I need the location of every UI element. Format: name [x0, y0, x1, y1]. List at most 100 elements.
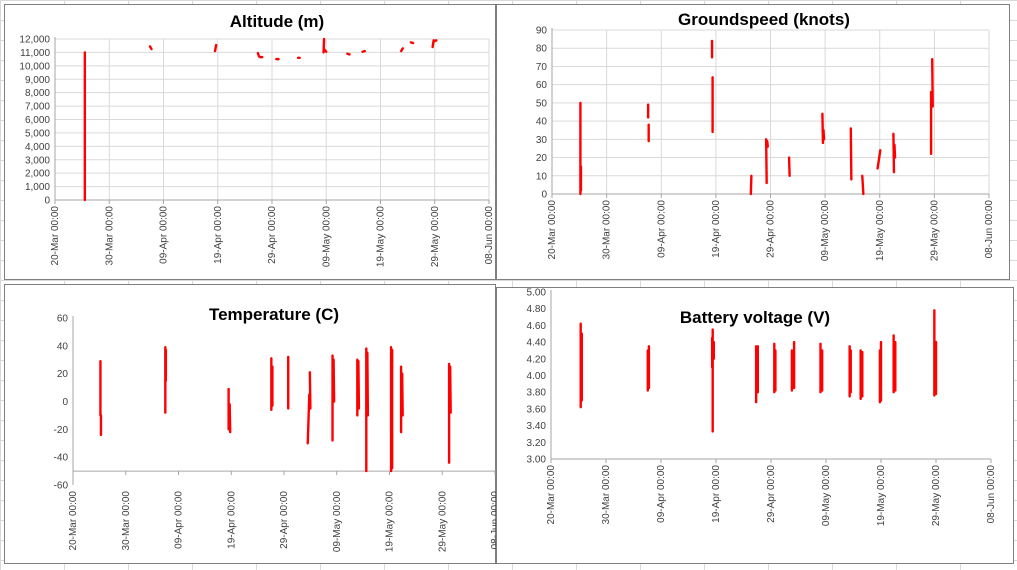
y-tick-label: 80	[536, 44, 548, 55]
x-tick-label: 19-May 00:00	[385, 491, 396, 553]
x-tick-label: 19-May 00:00	[875, 200, 886, 262]
data-segment	[213, 43, 218, 53]
y-tick-label: 4.40	[527, 338, 547, 349]
y-tick-label: 60	[57, 314, 69, 325]
x-tick-label: 09-Apr 00:00	[159, 206, 170, 264]
x-tick-label: 30-Mar 00:00	[121, 491, 132, 551]
x-tick-label: 30-Mar 00:00	[601, 465, 612, 525]
y-tick-label: 30	[536, 135, 548, 146]
x-tick-label: 29-Apr 00:00	[766, 465, 777, 523]
x-tick-label: 08-Jun 00:00	[986, 465, 997, 524]
data-segment	[861, 174, 865, 196]
y-tick-label: -40	[54, 453, 69, 464]
data-segment	[764, 138, 768, 185]
data-segment	[346, 52, 351, 56]
x-tick-label: 20-Mar 00:00	[50, 206, 61, 266]
y-tick-label: 8,000	[25, 88, 50, 99]
y-tick-label: 4,000	[25, 142, 50, 153]
chart-title: Altitude (m)	[230, 12, 324, 31]
data-segment	[399, 47, 404, 53]
x-tick-label: 29-Apr 00:00	[267, 206, 278, 264]
chart-title: Battery voltage (V)	[680, 308, 830, 327]
y-tick-label: 1,000	[25, 182, 50, 193]
x-tick-label: 20-Mar 00:00	[68, 491, 79, 551]
x-tick-label: 30-Mar 00:00	[602, 200, 613, 260]
data-segment	[366, 351, 370, 417]
data-segment	[876, 149, 882, 170]
y-tick-label: 10,000	[19, 61, 50, 72]
data-segment	[787, 156, 791, 177]
y-tick-label: 90	[536, 26, 548, 37]
y-tick-label: 3.20	[527, 438, 547, 449]
data-segment	[431, 39, 435, 49]
data-segment	[409, 41, 415, 45]
y-tick-label: 20	[57, 369, 69, 380]
y-tick-label: 4.80	[527, 304, 547, 315]
y-tick-label: 70	[536, 62, 548, 73]
data-segment	[849, 127, 853, 181]
x-tick-label: 29-May 00:00	[430, 206, 441, 268]
x-tick-label: 29-May 00:00	[931, 465, 942, 527]
y-tick-label: 9,000	[25, 75, 50, 86]
y-tick-label: 4.60	[527, 321, 547, 332]
x-tick-label: 29-May 00:00	[437, 491, 448, 553]
x-tick-label: 29-Apr 00:00	[279, 491, 290, 549]
y-tick-label: 20	[536, 153, 548, 164]
data-segment	[361, 49, 366, 53]
x-tick-label: 09-Apr 00:00	[656, 200, 667, 258]
y-tick-label: 10	[536, 171, 548, 182]
y-tick-label: 11,000	[20, 48, 50, 59]
data-segment	[930, 57, 934, 108]
x-tick-label: 19-Apr 00:00	[213, 206, 224, 264]
x-tick-label: 29-Apr 00:00	[766, 200, 777, 258]
y-tick-label: 4.20	[527, 354, 547, 365]
y-tick-label: -20	[54, 425, 69, 436]
data-segment	[332, 358, 336, 403]
data-segment	[323, 48, 328, 53]
y-tick-label: 60	[536, 80, 548, 91]
x-tick-label: 29-May 00:00	[929, 200, 940, 262]
x-tick-label: 09-Apr 00:00	[174, 491, 185, 549]
x-tick-label: 19-May 00:00	[876, 465, 887, 527]
data-segment	[766, 139, 769, 148]
y-tick-label: 5.00	[527, 288, 547, 299]
data-segment	[357, 359, 361, 410]
groundspeed-chart: Groundspeed (knots) 0 10 20 30 40 50 60 70 80 90 20…	[496, 4, 1010, 280]
data-segment	[749, 174, 753, 196]
x-tick-label: 30-Mar 00:00	[104, 206, 115, 266]
data-segment	[400, 372, 404, 417]
y-tick-label: 5,000	[25, 128, 50, 139]
data-segment	[448, 365, 452, 414]
x-tick-label: 19-Apr 00:00	[226, 491, 237, 549]
x-tick-label: 08-Jun 00:00	[490, 491, 497, 550]
x-tick-label: 09-May 00:00	[820, 200, 831, 262]
y-tick-label: -60	[54, 481, 69, 492]
x-tick-label: 08-Jun 00:00	[984, 200, 995, 259]
data-segment	[822, 129, 826, 141]
x-tick-label: 09-May 00:00	[332, 491, 343, 553]
x-tick-label: 19-Apr 00:00	[711, 200, 722, 258]
y-tick-label: 7,000	[25, 102, 50, 113]
y-tick-label: 3.60	[527, 404, 547, 415]
y-tick-label: 4.00	[527, 371, 547, 382]
y-tick-label: 3.40	[527, 421, 547, 432]
x-tick-label: 20-Mar 00:00	[546, 465, 557, 525]
chart-title: Temperature (C)	[209, 305, 339, 324]
x-tick-label: 19-Apr 00:00	[711, 465, 722, 523]
x-tick-label: 08-Jun 00:00	[484, 206, 495, 265]
x-tick-label: 09-May 00:00	[321, 206, 332, 268]
x-tick-label: 19-May 00:00	[376, 206, 387, 268]
y-tick-label: 12,000	[19, 35, 50, 46]
y-tick-label: 40	[57, 341, 69, 352]
data-segment	[893, 143, 897, 159]
data-segment	[256, 51, 261, 58]
altitude-chart: Altitude (m) 0 1,000 2,000 3,000 4,000 5,000 6,…	[4, 4, 496, 280]
data-segment	[433, 39, 438, 43]
y-tick-label: 3,000	[25, 155, 50, 166]
x-tick-label: 09-May 00:00	[821, 465, 832, 527]
y-tick-label: 3.80	[527, 388, 547, 399]
battery-voltage-chart: Battery voltage (V) 3.00 3.20 3.40 3.60 3.80 4…	[496, 287, 1014, 564]
data-segment	[308, 371, 312, 410]
y-tick-label: 6,000	[25, 115, 50, 126]
y-tick-label: 3.00	[527, 455, 547, 466]
